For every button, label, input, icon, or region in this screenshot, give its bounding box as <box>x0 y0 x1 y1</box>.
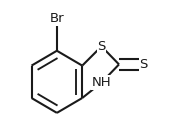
Text: S: S <box>139 58 148 71</box>
Text: NH: NH <box>92 76 111 89</box>
Text: Br: Br <box>50 12 64 25</box>
Text: S: S <box>97 40 106 53</box>
